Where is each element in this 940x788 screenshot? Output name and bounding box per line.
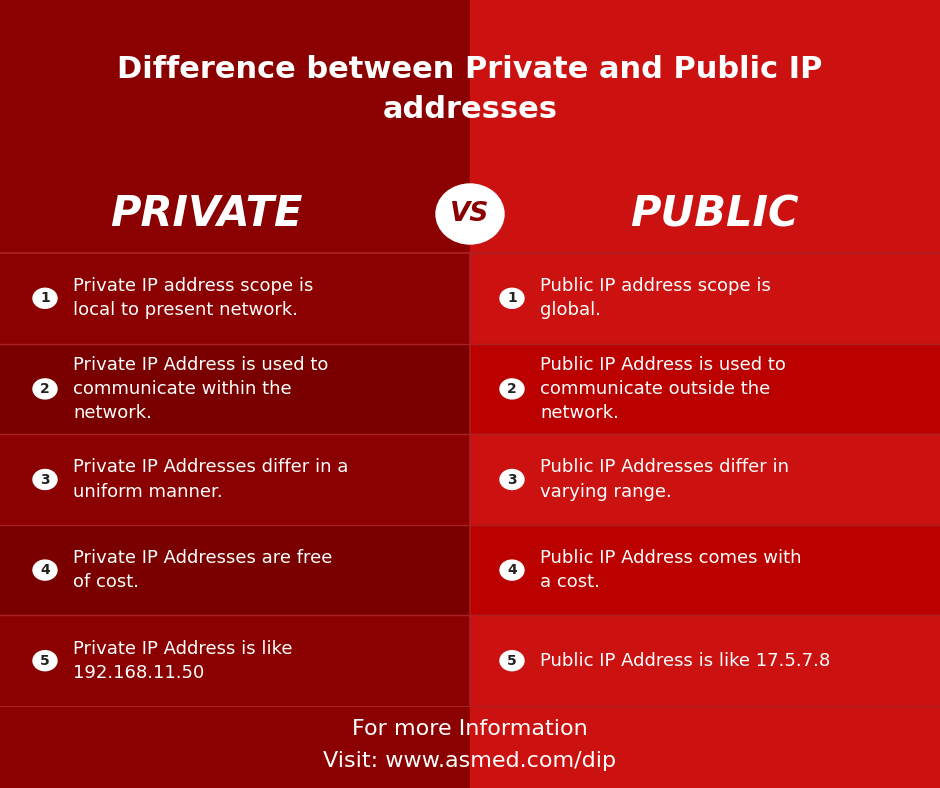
- Text: Public IP Address comes with
a cost.: Public IP Address comes with a cost.: [540, 549, 802, 591]
- Ellipse shape: [500, 470, 524, 489]
- Text: Private IP address scope is
local to present network.: Private IP address scope is local to pre…: [73, 277, 313, 319]
- Ellipse shape: [500, 560, 524, 580]
- Text: 5: 5: [40, 654, 50, 667]
- Bar: [0, 344, 470, 434]
- Ellipse shape: [436, 184, 504, 244]
- Text: PUBLIC: PUBLIC: [630, 193, 799, 235]
- Text: Difference between Private and Public IP: Difference between Private and Public IP: [118, 55, 822, 84]
- Text: Private IP Addresses are free
of cost.: Private IP Addresses are free of cost.: [73, 549, 333, 591]
- Text: For more Information: For more Information: [352, 719, 588, 739]
- Ellipse shape: [500, 379, 524, 399]
- Text: 5: 5: [507, 654, 517, 667]
- Text: 1: 1: [507, 292, 517, 305]
- Bar: [0, 434, 470, 525]
- Text: PRIVATE: PRIVATE: [111, 193, 303, 235]
- Text: Private IP Addresses differ in a
uniform manner.: Private IP Addresses differ in a uniform…: [73, 459, 349, 500]
- Bar: [0, 0, 470, 788]
- Bar: [470, 615, 940, 706]
- Ellipse shape: [33, 379, 57, 399]
- Ellipse shape: [500, 288, 524, 308]
- Text: Public IP address scope is
global.: Public IP address scope is global.: [540, 277, 771, 319]
- Text: addresses: addresses: [383, 95, 557, 124]
- Text: Private IP Address is used to
communicate within the
network.: Private IP Address is used to communicat…: [73, 355, 328, 422]
- Ellipse shape: [33, 560, 57, 580]
- Text: Visit: www.asmed.com/dip: Visit: www.asmed.com/dip: [323, 751, 617, 771]
- Text: Private IP Address is like
192.168.11.50: Private IP Address is like 192.168.11.50: [73, 640, 292, 682]
- Text: 4: 4: [507, 563, 517, 577]
- Ellipse shape: [33, 288, 57, 308]
- Bar: [470, 253, 940, 344]
- Ellipse shape: [33, 470, 57, 489]
- Text: Public IP Address is used to
communicate outside the
network.: Public IP Address is used to communicate…: [540, 355, 786, 422]
- Bar: [0, 615, 470, 706]
- Bar: [0, 253, 470, 344]
- Bar: [0, 525, 470, 615]
- Ellipse shape: [33, 651, 57, 671]
- Bar: [470, 0, 940, 788]
- Text: VS: VS: [450, 201, 490, 227]
- Bar: [470, 344, 940, 434]
- Ellipse shape: [500, 651, 524, 671]
- Text: 1: 1: [40, 292, 50, 305]
- Text: Public IP Addresses differ in
varying range.: Public IP Addresses differ in varying ra…: [540, 459, 789, 500]
- Text: 4: 4: [40, 563, 50, 577]
- Text: 2: 2: [507, 382, 517, 396]
- Bar: [470, 434, 940, 525]
- Text: 3: 3: [508, 473, 517, 486]
- Bar: [470, 525, 940, 615]
- Text: 2: 2: [40, 382, 50, 396]
- Text: Public IP Address is like 17.5.7.8: Public IP Address is like 17.5.7.8: [540, 652, 830, 670]
- Text: 3: 3: [40, 473, 50, 486]
